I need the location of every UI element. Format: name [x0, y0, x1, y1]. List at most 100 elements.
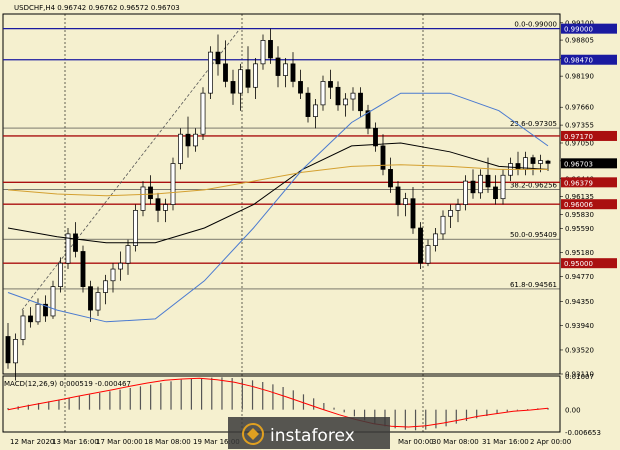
fib-level-label: 61.8-0.94561: [510, 281, 557, 289]
axes: 0.991000.988050.984950.981900.976600.973…: [10, 19, 617, 446]
current-price-tag: 0.96703: [564, 160, 593, 168]
candle-bear: [230, 81, 236, 94]
candle-bear: [545, 160, 551, 164]
time-tick-label: 31 Mar 16:00: [482, 438, 529, 446]
price-tick-label: 0.98805: [565, 37, 594, 45]
price-panel-frame: [2, 13, 561, 375]
macd-tick-label: 0.00: [565, 407, 581, 415]
price-tick-label: 0.94350: [565, 298, 594, 306]
price-tick-label: 0.95180: [565, 249, 594, 257]
candle-bear: [268, 40, 273, 59]
candle-bull: [343, 98, 348, 106]
time-tick-label: 19 Mar 16:00: [193, 438, 240, 446]
fib-level-label: 0.0-0.99000: [514, 21, 557, 29]
candle-bear: [530, 157, 536, 164]
candle-bear: [365, 110, 371, 129]
level-price-tag-bg: [561, 130, 617, 141]
candle-bear: [358, 92, 363, 112]
candle-bear: [223, 63, 228, 82]
price-tick-label: 0.98190: [565, 73, 594, 81]
macd-signal-line: [7, 377, 549, 428]
candle-bear: [388, 169, 393, 188]
price-tick-label: 0.94770: [565, 273, 594, 281]
candle-bear: [335, 86, 341, 106]
candle-bear: [148, 186, 153, 200]
candle-bear: [80, 251, 86, 287]
time-tick-label: 2 Apr 00:00: [530, 438, 571, 446]
candle-bear: [380, 145, 386, 170]
candle-bear: [485, 174, 491, 188]
level-price-tag-bg: [561, 199, 617, 210]
candle-bear: [185, 133, 191, 147]
candle-bull: [313, 104, 318, 117]
candle-bull: [35, 303, 41, 323]
level-price-tag: 0.97170: [564, 133, 593, 141]
candle-bull: [463, 180, 468, 205]
candle-bull: [125, 245, 131, 264]
candle-bull: [193, 133, 198, 147]
level-price-tag: 0.99000: [564, 26, 593, 34]
price-tick-label: 0.97050: [565, 139, 594, 147]
candle-bull: [238, 69, 243, 94]
candle-bear: [515, 163, 521, 170]
macd-tick-label: -0.006653: [565, 429, 601, 437]
macd-tick-label: 0.01007: [565, 373, 594, 381]
level-price-tag-bg: [561, 23, 617, 34]
watermark-text: instaforex: [270, 426, 355, 446]
candle-bull: [118, 262, 123, 270]
candle-bull: [103, 280, 108, 293]
level-price-tag: 0.95000: [564, 260, 593, 268]
level-price-tag: 0.96006: [564, 201, 593, 209]
candle-bear: [410, 198, 416, 229]
fib-level-label: 38.2-0.96256: [510, 182, 558, 190]
level-price-tag-bg: [561, 54, 617, 65]
candle-bull: [170, 163, 176, 205]
watermark: instaforex: [228, 417, 390, 449]
candle-bear: [328, 81, 333, 88]
watermark-logo-icon: [242, 423, 264, 445]
candle-bear: [493, 186, 498, 200]
candle-bull: [260, 40, 266, 65]
price-tick-label: 0.96135: [565, 193, 594, 201]
candle-bull: [455, 204, 461, 211]
candle-bull: [140, 186, 146, 211]
time-tick-label: 17 Mar 00:00: [96, 438, 143, 446]
time-tick-label: 13 Mar 16:00: [52, 438, 99, 446]
candle-bear: [43, 303, 48, 317]
candle-bull: [253, 63, 258, 88]
moving-average-line: [7, 142, 549, 244]
candle-bear: [28, 315, 33, 323]
candle-bear: [215, 51, 221, 65]
candle-bull: [403, 198, 408, 205]
candle-bear: [73, 233, 78, 252]
candle-bear: [290, 63, 296, 82]
time-tick-label: 12 Mar 2020: [10, 438, 54, 446]
price-tick-label: 0.93520: [565, 346, 594, 354]
candle-bear: [5, 336, 11, 364]
time-tick-label: 18 Mar 08:00: [144, 438, 191, 446]
candle-bull: [478, 174, 483, 194]
macd-label: MACD(12,26,9) 0.000519 -0.000467: [4, 380, 131, 388]
symbol-header: USDCHF,H4 0.96742 0.96762 0.96572 0.9670…: [14, 4, 180, 12]
price-tick-label: 0.97355: [565, 122, 594, 130]
price-panel: 0.0-0.99000 23.6-0.97305 38.2-0.96256 50.0-…: [2, 13, 561, 432]
moving-average-line: [7, 164, 548, 197]
price-tick-label: 0.93110: [565, 371, 594, 379]
current-price-tag-bg: [561, 158, 617, 169]
fib-level-label: 23.6-0.97305: [510, 120, 557, 128]
candle-bull: [13, 339, 18, 364]
price-tick-label: 0.95830: [565, 211, 594, 219]
candle-bull: [350, 92, 356, 100]
candle-bear: [418, 227, 423, 264]
level-price-tag-bg: [561, 258, 617, 269]
candle-bull: [440, 215, 446, 235]
candle-bear: [275, 57, 281, 76]
fib-trend-line: [21, 28, 241, 311]
candle-bull: [448, 210, 453, 217]
candle-bull: [58, 262, 63, 287]
candle-bull: [95, 292, 101, 311]
candle-bull: [65, 233, 71, 264]
candle-bull: [110, 268, 116, 282]
candle-bull: [200, 92, 206, 135]
